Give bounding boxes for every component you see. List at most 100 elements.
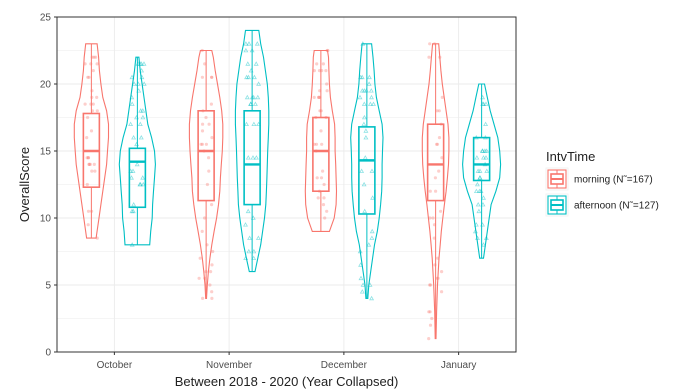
jitter-point	[430, 316, 434, 321]
jitter-point	[130, 208, 136, 214]
jitter-point	[358, 275, 364, 281]
jitter-point	[253, 155, 259, 160]
jitter-point	[481, 242, 486, 247]
jitter-point	[95, 62, 99, 66]
plot-border	[56, 16, 517, 353]
jitter-point	[251, 94, 257, 100]
jitter-point	[481, 101, 487, 106]
jitter-point	[89, 62, 93, 66]
jitter-point	[210, 203, 214, 207]
jitter-point	[137, 181, 143, 187]
jitter-point	[438, 55, 442, 59]
jitter-point	[323, 216, 327, 220]
jitter-point	[137, 61, 143, 66]
jitter-point	[91, 102, 95, 106]
jitter-point	[210, 296, 214, 300]
violin-january	[462, 83, 502, 259]
jitter-point	[255, 94, 261, 100]
jitter-point	[90, 169, 94, 173]
jitter-point	[475, 168, 481, 173]
jitter-point	[204, 142, 208, 146]
jitter-point	[474, 181, 480, 187]
jitter-point	[141, 61, 147, 66]
jitter-point	[244, 74, 250, 80]
jitter-point	[140, 114, 146, 120]
jitter-point	[359, 74, 365, 80]
jitter-point	[477, 188, 482, 193]
jitter-point	[484, 168, 490, 173]
jitter-point	[363, 128, 369, 133]
jitter-point	[209, 102, 213, 106]
jitter-point	[92, 55, 96, 59]
jitter-point	[253, 61, 259, 66]
x-tick-label: October	[97, 360, 133, 371]
jitter-point	[316, 196, 320, 200]
jitter-point	[83, 62, 87, 66]
jitter-point	[315, 176, 319, 180]
jitter-point	[86, 115, 90, 120]
jitter-point	[317, 95, 321, 99]
jitter-point	[435, 142, 439, 146]
x-tick-label: December	[321, 360, 368, 371]
jitter-point	[435, 109, 439, 113]
jitter-point	[251, 121, 257, 126]
jitter-point	[208, 283, 212, 287]
violin-october	[118, 56, 156, 246]
jitter-point	[367, 101, 373, 106]
jitter-point	[130, 168, 136, 173]
jitter-point	[434, 189, 438, 193]
jitter-point	[200, 75, 204, 79]
jitter-point	[131, 134, 137, 140]
jitter-point	[320, 142, 324, 146]
jitter-point	[483, 101, 489, 106]
jitter-point	[95, 95, 99, 99]
jitter-point	[211, 249, 215, 254]
jitter-point	[85, 136, 89, 140]
jitter-point	[428, 189, 432, 193]
jitter-point	[321, 169, 325, 173]
jitter-point	[245, 155, 251, 160]
jitter-point	[201, 122, 205, 126]
jitter-point	[210, 290, 214, 294]
y-tick-label: 15	[40, 147, 52, 158]
y-tick-label: 20	[40, 80, 52, 91]
jitter-point	[131, 201, 137, 207]
jitter-point	[474, 155, 480, 160]
x-axis: October November December January	[97, 352, 476, 371]
jitter-point	[367, 282, 373, 287]
jitter-point	[368, 88, 374, 93]
jitter-point	[437, 109, 441, 113]
jitter-point	[83, 102, 87, 106]
jitter-point	[87, 162, 91, 166]
jitter-point	[254, 41, 260, 46]
jitter-point	[477, 175, 483, 180]
jitter-point	[251, 255, 257, 260]
violin-november	[234, 29, 270, 273]
jitter-point	[428, 42, 432, 46]
jitter-point	[95, 236, 99, 240]
jitter-point	[322, 196, 326, 200]
jitter-point	[141, 81, 147, 86]
jitter-point	[315, 62, 319, 66]
jitter-point	[325, 209, 329, 213]
y-tick-label: 5	[45, 281, 51, 292]
jitter-point	[128, 121, 134, 126]
jitter-point	[366, 74, 372, 80]
jitter-point	[366, 242, 372, 247]
jitter-point	[138, 134, 144, 140]
jitter-point	[243, 222, 248, 227]
boxplots	[82, 30, 491, 339]
violin-december	[350, 43, 384, 299]
jitter-point	[361, 114, 367, 120]
jitter-point	[85, 182, 89, 187]
jitter-point	[357, 248, 363, 254]
jitter-point	[201, 296, 205, 300]
jitter-point	[440, 156, 444, 160]
jitter-point	[427, 55, 431, 59]
jitter-point	[140, 108, 146, 113]
plot-panel	[56, 16, 517, 353]
box	[128, 147, 147, 209]
jitter-point	[314, 142, 319, 146]
jitter-point	[139, 67, 145, 73]
